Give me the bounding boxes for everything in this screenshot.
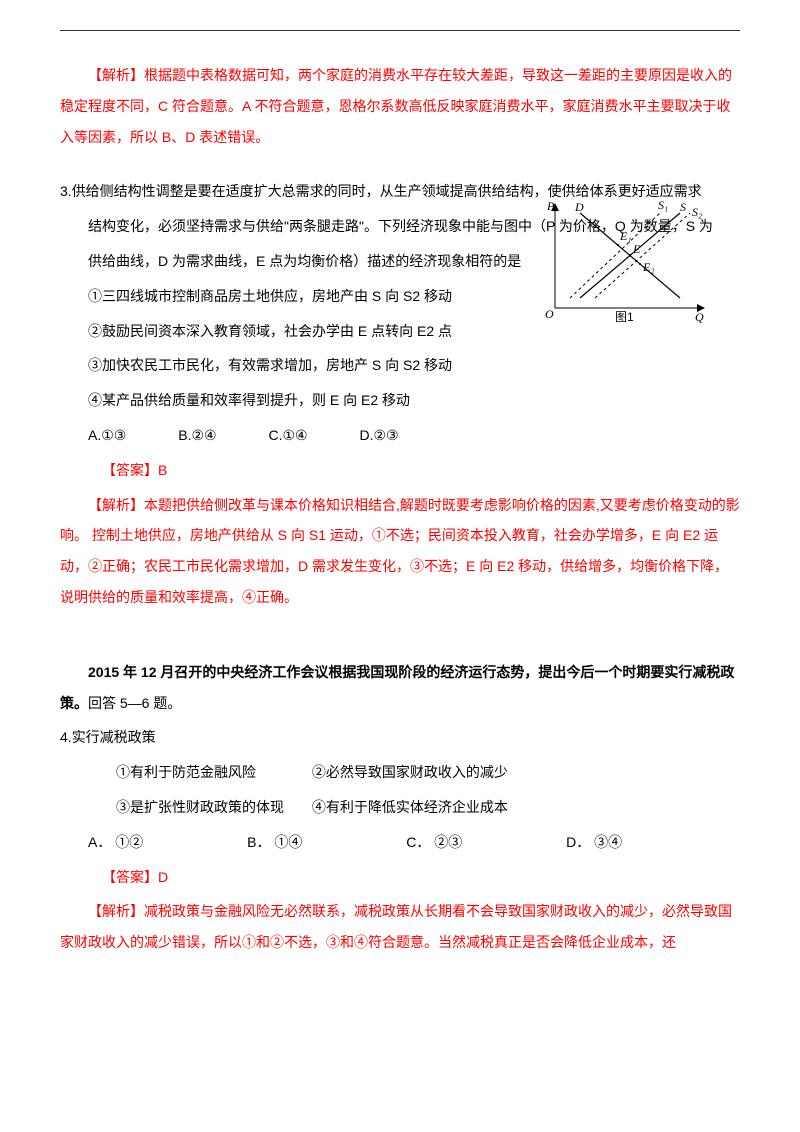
- q4-stem: 4.实行减税政策: [60, 722, 740, 753]
- prev-analysis: 【解析】根据题中表格数据可知，两个家庭的消费水平存在较大差距，导致这一差距的主要…: [60, 60, 740, 152]
- intro-56-rest: 回答 5—6 题。: [88, 695, 181, 711]
- svg-text:O: O: [545, 307, 554, 321]
- q4-analysis: 【解析】减税政策与金融风险无必然联系，减税政策从长期看不会导致国家财政收入的减少…: [60, 896, 740, 958]
- q3-answer: 【答案】B: [102, 455, 740, 486]
- q3-analysis: 【解析】本题把供给侧改革与课本价格知识相结合,解题时既要考虑影响价格的因素,又要…: [60, 490, 740, 613]
- page-content: 【解析】根据题中表格数据可知，两个家庭的消费水平存在较大差距，导致这一差距的主要…: [60, 60, 740, 958]
- svg-text:S₂: S₂: [692, 205, 702, 219]
- intro-56: 2015 年 12 月召开的中央经济工作会议根据我国现阶段的经济运行态势，提出今…: [60, 657, 740, 719]
- q4-choice-b: B． ①④: [247, 827, 302, 858]
- svg-text:E₂: E₂: [642, 260, 655, 274]
- q3-choice-a: A.①③: [88, 420, 126, 451]
- q4-choices: A． ①② B． ①④ C． ②③ D． ③④: [88, 827, 740, 858]
- supply-demand-chart: P Q O D S S₁ S₂ E E₁ E₂ 图1: [540, 198, 710, 328]
- svg-text:S: S: [680, 200, 686, 214]
- svg-text:图1: 图1: [615, 310, 634, 324]
- q3-opt3: ③加快农民工市民化，有效需求增加，房地产 S 向 S2 移动: [60, 350, 740, 381]
- q3-opt4: ④某产品供给质量和效率得到提升，则 E 向 E2 移动: [60, 385, 740, 416]
- q4-number: 4.: [60, 729, 72, 745]
- svg-text:Q: Q: [695, 310, 704, 324]
- q4-opts-row2: ③是扩张性财政政策的体现 ④有利于降低实体经济企业成本: [60, 792, 740, 823]
- svg-text:S₁: S₁: [658, 198, 668, 212]
- q4-answer: 【答案】D: [102, 862, 740, 893]
- question-4: 4.实行减税政策 ①有利于防范金融风险 ②必然导致国家财政收入的减少 ③是扩张性…: [60, 722, 740, 857]
- q3-number: 3.: [60, 183, 72, 199]
- q4-choice-a: A． ①②: [88, 827, 143, 858]
- q3-choice-c: C.①④: [268, 420, 307, 451]
- svg-text:E: E: [632, 242, 641, 256]
- q3-choice-b: B.②④: [178, 420, 216, 451]
- page-rule: [60, 30, 740, 31]
- q3-choice-d: D.②③: [359, 420, 398, 451]
- svg-text:D: D: [574, 200, 584, 214]
- q3-choices: A.①③ B.②④ C.①④ D.②③: [88, 420, 740, 451]
- q4-choice-d: D． ③④: [566, 827, 622, 858]
- svg-text:P: P: [546, 199, 555, 213]
- q4-opts-row1: ①有利于防范金融风险 ②必然导致国家财政收入的减少: [60, 757, 740, 788]
- q4-choice-c: C． ②③: [406, 827, 462, 858]
- question-3: 3.供给侧结构性调整是要在适度扩大总需求的同时，从生产领域提高供给结构，使供给体…: [60, 176, 740, 450]
- svg-text:E₁: E₁: [619, 229, 632, 243]
